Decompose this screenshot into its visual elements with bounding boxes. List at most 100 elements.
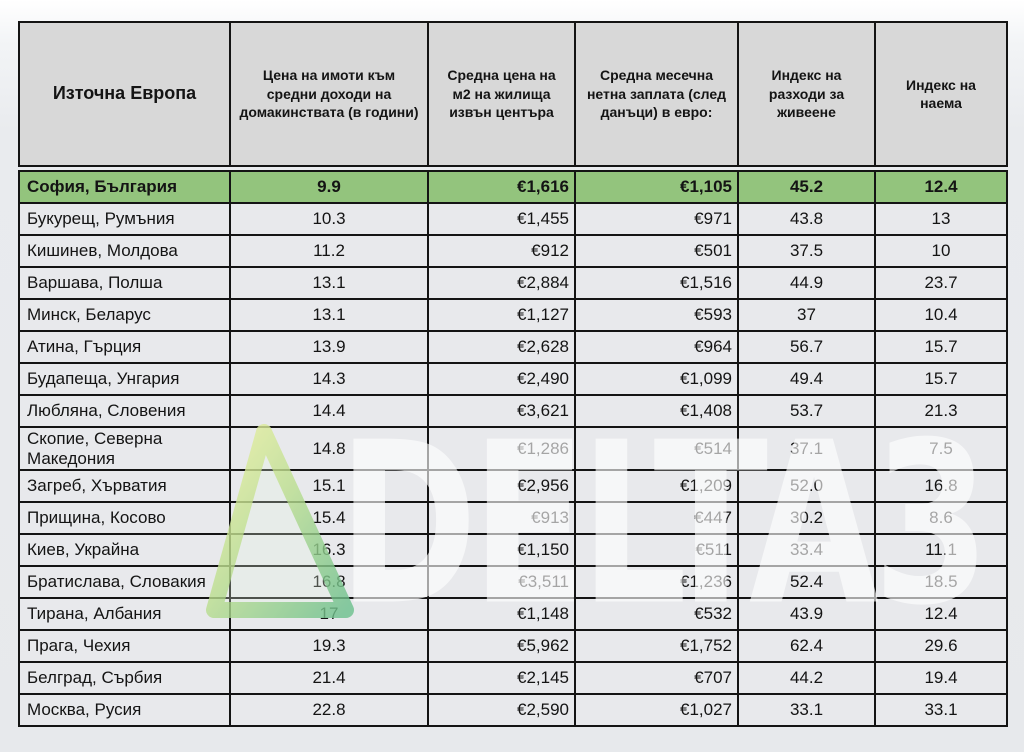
value-cell: 18.5 [874,565,1008,600]
city-cell: Прищина, Косово [18,501,231,536]
value-cell: 12.4 [874,597,1008,632]
value-cell: €511 [574,533,739,568]
value-cell: 9.9 [229,170,429,204]
table-body-grid: София, България 9.9 €1,616 €1,105 45.2 12.4 Бу… [18,170,1008,728]
value-cell: 56.7 [737,330,876,364]
value-cell: 62.4 [737,629,876,664]
value-cell: 13.1 [229,298,429,332]
value-cell: €1,099 [574,362,739,396]
value-cell: 11.2 [229,234,429,268]
value-cell: 16.3 [229,533,429,568]
city-cell: Прага, Чехия [18,629,231,664]
value-cell: 11.1 [874,533,1008,568]
table-row: Братислава, Словакия 16.8 €3,511 €1,236 52.4… [18,565,1008,600]
value-cell: 10 [874,234,1008,268]
region-header: Източна Европа [18,21,231,167]
value-cell: 33.1 [737,693,876,728]
table-row: Кишинев, Молдова 11.2 €912 €501 37.5 10 [18,234,1008,268]
value-cell: 52.4 [737,565,876,600]
city-cell: Белград, Сърбия [18,661,231,696]
value-cell: 37 [737,298,876,332]
city-cell: Кишинев, Молдова [18,234,231,268]
city-cell: Тирана, Албания [18,597,231,632]
table-row: Скопие, Северна Македония 14.8 €1,286 €514 3… [18,425,1008,472]
table-row: Букурещ, Румъния 10.3 €1,455 €971 43.8 13 [18,202,1008,236]
data-table: Източна Европа Цена на имоти към средни … [18,21,1008,728]
value-cell: €2,956 [427,469,576,504]
value-cell: €1,286 [427,425,576,472]
table-row: Любляна, Словения 14.4 €3,621 €1,408 53.7 21.… [18,394,1008,428]
value-cell: 10.4 [874,298,1008,332]
value-cell: 17 [229,597,429,632]
value-cell: €447 [574,501,739,536]
value-cell: €1,148 [427,597,576,632]
value-cell: 33.4 [737,533,876,568]
value-cell: €1,027 [574,693,739,728]
value-cell: €2,628 [427,330,576,364]
value-cell: 14.3 [229,362,429,396]
value-cell: 30.2 [737,501,876,536]
value-cell: €1,236 [574,565,739,600]
column-header-rent-index: Индекс на наема [874,21,1008,167]
value-cell: €2,145 [427,661,576,696]
value-cell: 45.2 [737,170,876,204]
value-cell: €593 [574,298,739,332]
column-header-price-to-income: Цена на имоти към средни доходи на домак… [229,21,429,167]
value-cell: 22.8 [229,693,429,728]
value-cell: 14.8 [229,425,429,472]
table-row: София, България 9.9 €1,616 €1,105 45.2 12.4 [18,170,1008,204]
value-cell: 7.5 [874,425,1008,472]
value-cell: 43.9 [737,597,876,632]
city-cell: Букурещ, Румъния [18,202,231,236]
table-row: Варшава, Полша 13.1 €2,884 €1,516 44.9 23.7 [18,266,1008,300]
value-cell: €1,516 [574,266,739,300]
value-cell: €1,150 [427,533,576,568]
city-cell: Скопие, Северна Македония [18,425,231,472]
city-cell: Атина, Гърция [18,330,231,364]
value-cell: €707 [574,661,739,696]
city-cell: Братислава, Словакия [18,565,231,600]
value-cell: €1,455 [427,202,576,236]
value-cell: €501 [574,234,739,268]
value-cell: €1,105 [574,170,739,204]
value-cell: 13.1 [229,266,429,300]
value-cell: €912 [427,234,576,268]
value-cell: €913 [427,501,576,536]
value-cell: 16.8 [229,565,429,600]
value-cell: 33.1 [874,693,1008,728]
table-body: София, България 9.9 €1,616 €1,105 45.2 12.4 Бу… [18,170,1008,728]
value-cell: €3,621 [427,394,576,428]
value-cell: 52.0 [737,469,876,504]
table-row: Атина, Гърция 13.9 €2,628 €964 56.7 15.7 [18,330,1008,364]
table-row: Москва, Русия 22.8 €2,590 €1,027 33.1 33.1 [18,693,1008,728]
value-cell: €514 [574,425,739,472]
value-cell: 15.1 [229,469,429,504]
value-cell: 21.3 [874,394,1008,428]
value-cell: 13.9 [229,330,429,364]
column-header-cost-of-living-index: Индекс на разходи за живеене [737,21,876,167]
value-cell: 15.7 [874,330,1008,364]
column-header-price-m2: Средна цена на м2 на жилища извън център… [427,21,576,167]
value-cell: €971 [574,202,739,236]
value-cell: 44.2 [737,661,876,696]
city-cell: Загреб, Хърватия [18,469,231,504]
value-cell: 37.1 [737,425,876,472]
value-cell: 53.7 [737,394,876,428]
table-row: Прищина, Косово 15.4 €913 €447 30.2 8.6 [18,501,1008,536]
value-cell: 21.4 [229,661,429,696]
value-cell: 49.4 [737,362,876,396]
table-row: Киев, Украйна 16.3 €1,150 €511 33.4 11.1 [18,533,1008,568]
city-cell: Варшава, Полша [18,266,231,300]
table-row: Минск, Беларус 13.1 €1,127 €593 37 10.4 [18,298,1008,332]
value-cell: €1,752 [574,629,739,664]
value-cell: 29.6 [874,629,1008,664]
table-header: Източна Европа Цена на имоти към средни … [18,21,1008,167]
table-row: Тирана, Албания 17 €1,148 €532 43.9 12.4 [18,597,1008,632]
value-cell: €1,616 [427,170,576,204]
header-row: Източна Европа Цена на имоти към средни … [18,21,1008,167]
value-cell: €2,884 [427,266,576,300]
value-cell: €532 [574,597,739,632]
city-cell: Минск, Беларус [18,298,231,332]
value-cell: €1,127 [427,298,576,332]
value-cell: 8.6 [874,501,1008,536]
